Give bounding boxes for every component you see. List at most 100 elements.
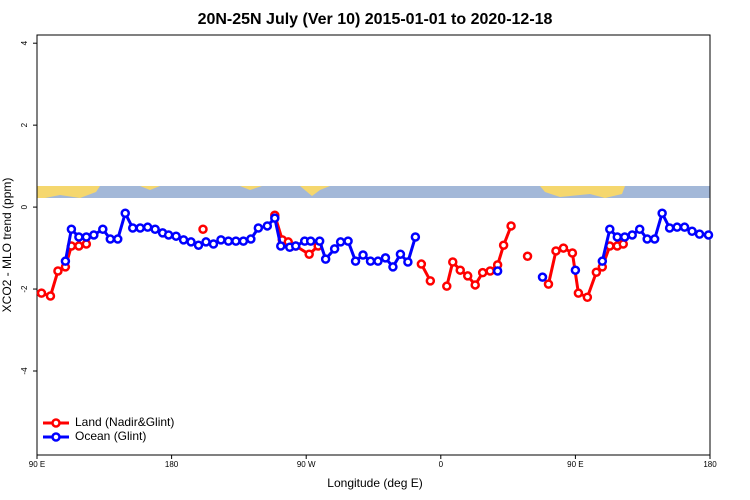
point (66, 224, 77, 234)
point (113, 234, 123, 244)
point (373, 256, 383, 266)
point (462, 271, 473, 281)
point (558, 243, 569, 253)
point (425, 276, 436, 286)
point (305, 236, 316, 246)
point (208, 239, 219, 249)
point (442, 281, 452, 291)
x-axis-label: Longitude (deg E) (327, 476, 422, 490)
point (253, 223, 264, 233)
point (358, 250, 368, 260)
point (612, 232, 623, 242)
point (591, 267, 602, 277)
point (276, 241, 286, 251)
point (120, 208, 130, 218)
point (343, 236, 353, 246)
point (36, 288, 47, 298)
point (492, 266, 503, 276)
point (89, 230, 99, 240)
point (105, 234, 116, 244)
point (270, 213, 280, 223)
point (320, 254, 331, 264)
point (664, 223, 675, 233)
point (163, 230, 174, 240)
point (573, 288, 584, 298)
point (178, 235, 189, 245)
point (223, 236, 234, 246)
x-tick-label: 0 (439, 460, 444, 469)
point (74, 232, 84, 242)
point (193, 240, 204, 250)
point (142, 222, 153, 232)
point (649, 234, 660, 244)
point (395, 249, 406, 259)
series (36, 210, 629, 302)
point (537, 272, 548, 282)
point (201, 237, 211, 247)
point (135, 223, 145, 233)
point (150, 224, 160, 234)
point (694, 229, 705, 239)
point (171, 231, 181, 241)
point (498, 240, 509, 250)
point (582, 292, 593, 302)
point (127, 223, 138, 233)
point (98, 224, 108, 234)
point (350, 256, 361, 266)
point (703, 230, 714, 240)
point (567, 248, 578, 258)
x-tick-label: 90 E (29, 460, 45, 469)
point (246, 234, 256, 244)
point (53, 266, 63, 276)
y-tick-label: 4 (20, 40, 29, 45)
point (687, 226, 697, 237)
legend-marker (51, 432, 61, 442)
map-strip (37, 186, 710, 198)
point (403, 257, 413, 267)
x-tick-label: 180 (165, 460, 179, 469)
point (416, 259, 427, 269)
point (238, 236, 249, 246)
point (365, 256, 376, 266)
line (445, 225, 513, 288)
point (627, 230, 637, 240)
point (672, 222, 682, 232)
y-tick-label: 0 (20, 204, 29, 209)
point (314, 236, 325, 246)
point (455, 265, 465, 275)
point (679, 222, 690, 232)
point (634, 224, 645, 234)
point (522, 251, 533, 262)
point (74, 241, 84, 251)
point (485, 266, 495, 276)
point (45, 291, 56, 301)
y-axis-label: XCO2 - MLO trend (ppm) (0, 178, 14, 313)
legend-marker (51, 418, 61, 428)
y-tick-label: -4 (20, 367, 29, 375)
legend-label: Ocean (Glint) (75, 429, 146, 443)
point (410, 232, 421, 242)
point (657, 208, 667, 218)
point (605, 224, 615, 234)
plot-frame (36, 34, 711, 456)
point (231, 236, 241, 246)
series (60, 208, 714, 282)
point (198, 224, 208, 234)
point (335, 237, 346, 247)
point (262, 221, 273, 231)
x-tick-label: 90 E (567, 460, 583, 469)
y-tick-label: -2 (20, 285, 29, 293)
point (380, 253, 391, 263)
point (448, 257, 458, 267)
point (506, 221, 516, 231)
point (477, 267, 488, 278)
point (186, 237, 196, 247)
x-tick-label: 90 W (297, 460, 316, 469)
point (551, 246, 561, 256)
x-tick-label: 180 (703, 460, 717, 469)
chart-title: 20N-25N July (Ver 10) 2015-01-01 to 2020… (198, 11, 553, 28)
point (570, 265, 581, 275)
legend-label: Land (Nadir&Glint) (75, 415, 174, 429)
point (620, 232, 630, 242)
